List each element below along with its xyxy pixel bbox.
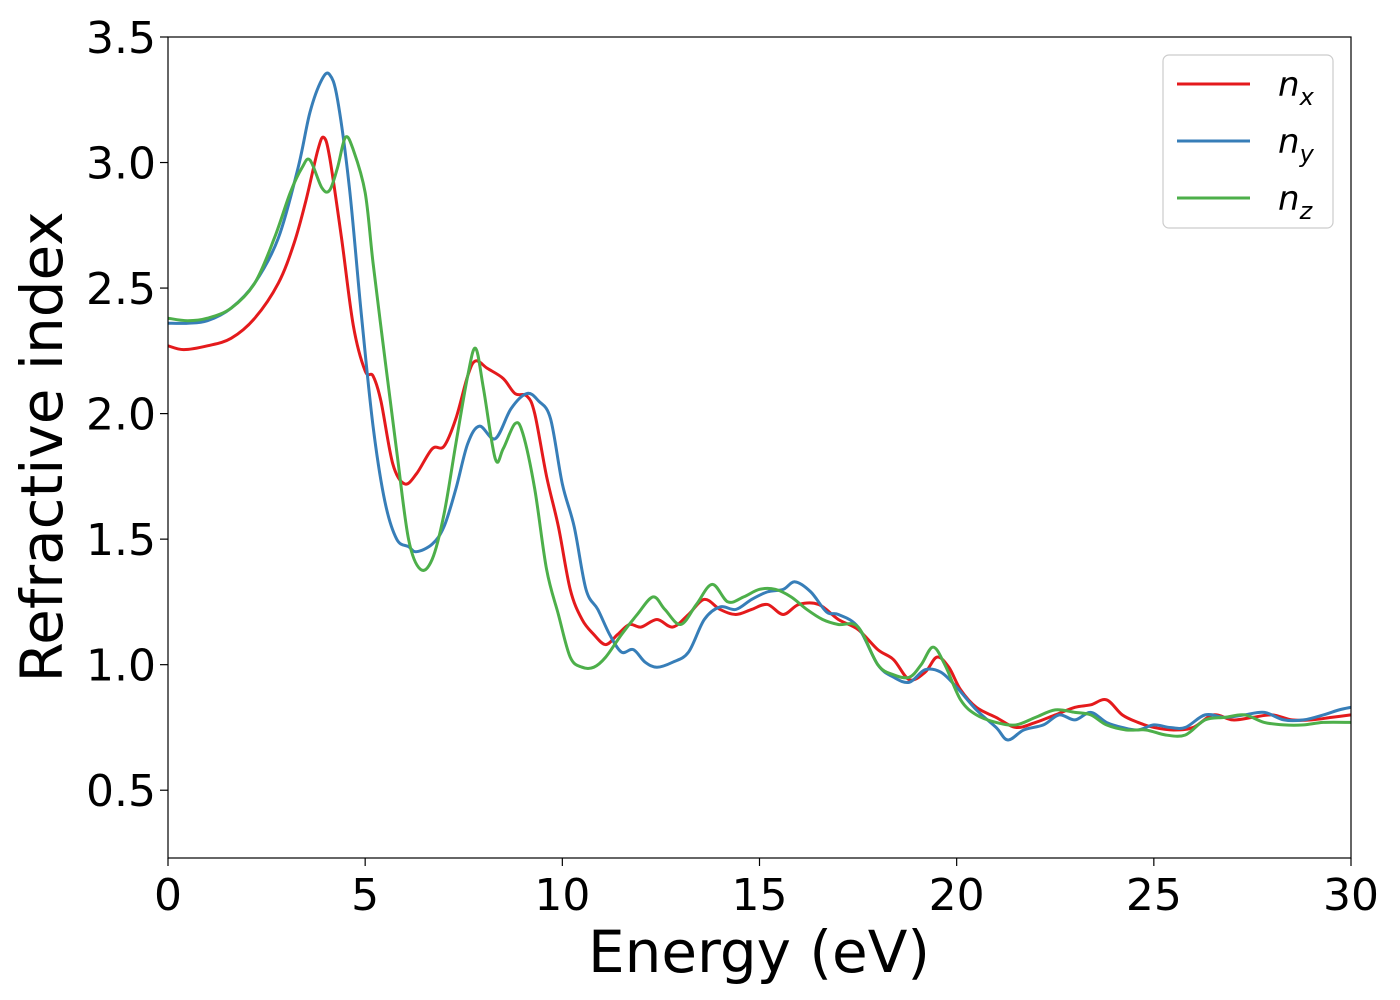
x-tick-label: 25 — [1126, 870, 1182, 921]
y-tick-label: 2.5 — [86, 264, 156, 315]
x-tick-label: 20 — [929, 870, 985, 921]
y-tick-label: 1.0 — [86, 641, 156, 692]
x-tick-label: 30 — [1323, 870, 1379, 921]
x-tick-label: 10 — [534, 870, 590, 921]
y-tick-label: 0.5 — [86, 766, 156, 817]
series-layer — [168, 71, 1351, 742]
series-line-z — [168, 135, 1351, 738]
legend-entries: nx ny nz — [1177, 65, 1315, 225]
legend-label-y: ny — [1278, 122, 1315, 168]
y-tick-label: 3.0 — [86, 139, 156, 190]
tick-layer: 0 5 10 15 20 25 30 0.5 1.0 1.5 2.0 2.5 3.0 3.5 — [86, 13, 1379, 921]
y-tick-label: 2.0 — [86, 390, 156, 441]
legend: nx ny nz — [1162, 54, 1334, 229]
legend-label-x: nx — [1278, 65, 1315, 111]
legend-label-z: nz — [1278, 179, 1314, 225]
y-axis-label: Refractive index — [8, 211, 76, 682]
series-line-x — [168, 135, 1351, 732]
y-tick-label: 1.5 — [86, 515, 156, 566]
x-axis-label: Energy (eV) — [588, 918, 930, 986]
x-tick-label: 15 — [732, 870, 788, 921]
x-tick-label: 5 — [351, 870, 379, 921]
x-tick-label: 0 — [154, 870, 182, 921]
series-line-y — [168, 71, 1351, 742]
y-tick-label: 3.5 — [86, 13, 156, 64]
